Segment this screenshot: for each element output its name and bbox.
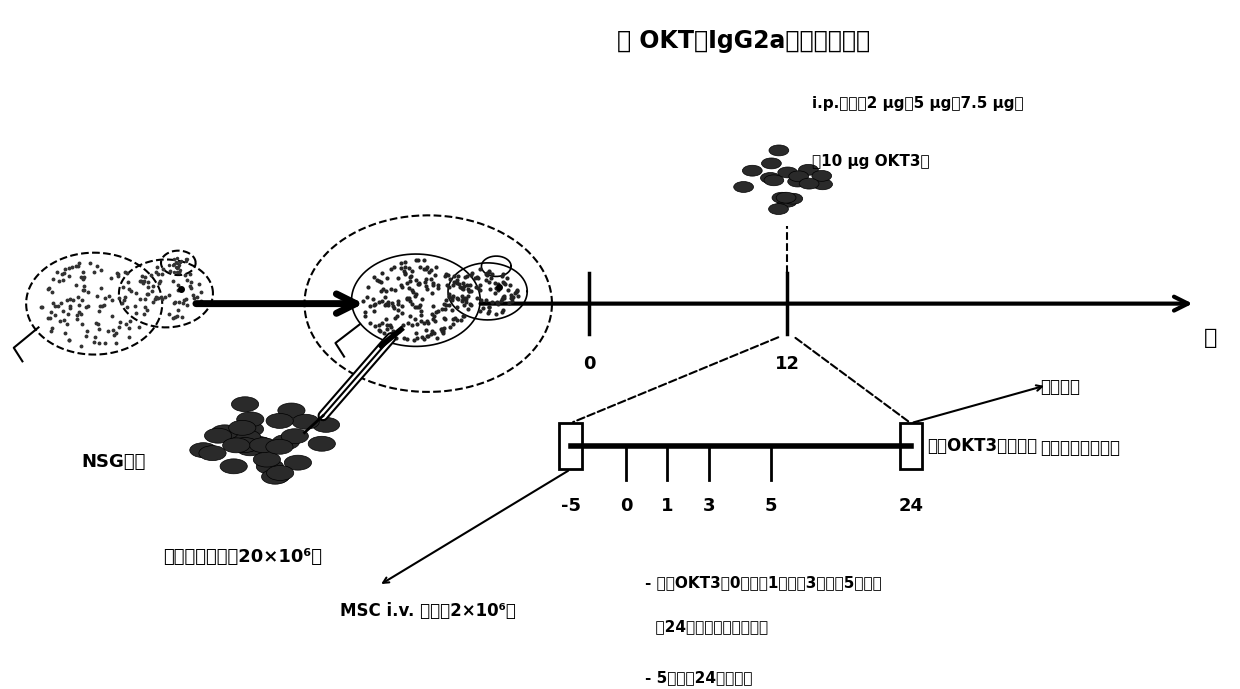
Circle shape (232, 397, 259, 412)
Text: 收获器官: 收获器官 (1040, 378, 1080, 396)
Text: 12: 12 (775, 355, 800, 373)
Text: 5: 5 (765, 497, 777, 515)
Circle shape (281, 429, 309, 444)
Circle shape (237, 422, 264, 437)
Circle shape (769, 204, 789, 214)
Circle shape (782, 194, 802, 204)
Text: 人外周血细胞（20×10⁶）: 人外周血细胞（20×10⁶） (164, 548, 322, 566)
Text: 0: 0 (583, 355, 595, 373)
Circle shape (764, 175, 784, 186)
Bar (559, 423, 582, 469)
Circle shape (734, 181, 754, 192)
Circle shape (812, 179, 832, 189)
Text: 1: 1 (661, 497, 673, 515)
Circle shape (743, 165, 763, 176)
Text: （外周血和脾脏）: （外周血和脾脏） (1040, 440, 1121, 457)
Text: 天: 天 (1204, 327, 1218, 347)
Circle shape (267, 466, 294, 480)
Circle shape (190, 442, 217, 457)
Circle shape (769, 145, 789, 156)
Circle shape (265, 440, 293, 454)
Circle shape (262, 469, 289, 484)
Text: MSC i.v. 注射（2×10⁶）: MSC i.v. 注射（2×10⁶） (340, 602, 516, 621)
Circle shape (257, 459, 284, 474)
Circle shape (219, 459, 247, 474)
Circle shape (799, 165, 818, 175)
Text: - 5小时和24小时采血: - 5小时和24小时采血 (645, 670, 753, 686)
Text: -5: -5 (560, 497, 580, 515)
Text: i.p.给予（2 μg、5 μg、7.5 μg、: i.p.给予（2 μg、5 μg、7.5 μg、 (812, 96, 1023, 112)
Circle shape (205, 429, 232, 443)
Circle shape (309, 436, 335, 451)
Circle shape (284, 455, 311, 470)
Text: 和24小时测得的直肠温度: 和24小时测得的直肠温度 (645, 619, 768, 635)
Circle shape (293, 414, 319, 429)
Circle shape (237, 412, 264, 426)
Circle shape (273, 435, 299, 449)
Circle shape (198, 446, 226, 461)
Circle shape (789, 171, 808, 182)
Text: 或10 μg OKT3）: 或10 μg OKT3） (812, 154, 930, 169)
Circle shape (776, 192, 796, 203)
Circle shape (249, 438, 277, 453)
Circle shape (263, 469, 290, 483)
Circle shape (232, 438, 259, 453)
Circle shape (253, 452, 280, 467)
Circle shape (211, 425, 238, 440)
Text: ＜ OKT或IgG2a（对照抗体）: ＜ OKT或IgG2a（对照抗体） (618, 28, 870, 52)
Circle shape (278, 403, 305, 418)
Circle shape (777, 167, 797, 178)
Circle shape (228, 420, 255, 435)
Text: 给予OKT3后小时数: 给予OKT3后小时数 (926, 438, 1037, 455)
Circle shape (787, 176, 807, 187)
Circle shape (246, 436, 273, 451)
Circle shape (233, 430, 260, 445)
Circle shape (237, 441, 264, 456)
Circle shape (216, 426, 243, 441)
Circle shape (223, 438, 249, 453)
Text: - 给予OKT3后0小时、1小时、3小时、5小时、: - 给予OKT3后0小时、1小时、3小时、5小时、 (645, 575, 882, 590)
Circle shape (773, 192, 792, 203)
Circle shape (312, 418, 340, 432)
Text: NSG小鼠: NSG小鼠 (82, 453, 146, 471)
Text: 3: 3 (703, 497, 715, 515)
Circle shape (812, 170, 832, 181)
Text: 24: 24 (898, 497, 924, 515)
Circle shape (760, 172, 780, 183)
Circle shape (800, 178, 818, 189)
Circle shape (267, 413, 294, 429)
Text: 0: 0 (620, 497, 632, 515)
Circle shape (777, 196, 797, 207)
Circle shape (761, 158, 781, 169)
Bar (899, 423, 921, 469)
